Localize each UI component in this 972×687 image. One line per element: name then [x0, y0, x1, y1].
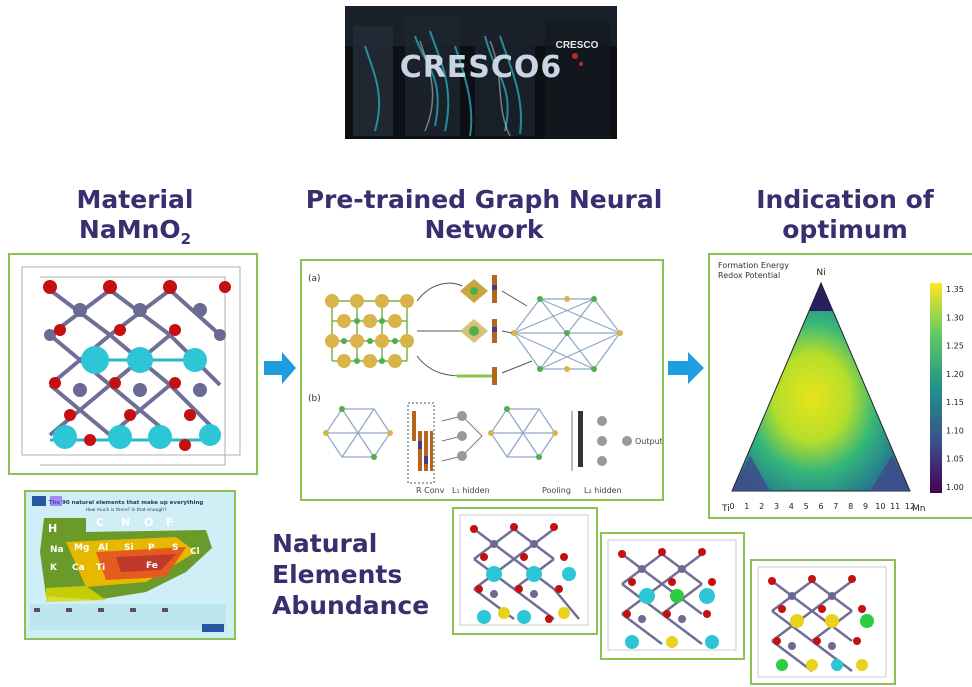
banner-title: CRESCO6: [399, 50, 563, 85]
crystal-variant-3-panel: [750, 559, 896, 685]
namno2-crystal-structure: [21, 266, 241, 466]
panel-label-b: (b): [308, 394, 321, 404]
crystal-variant-1: [459, 514, 589, 626]
ternary-bottom-tick: 7: [833, 502, 838, 511]
poster-element-symbol: H: [48, 522, 57, 535]
material-crystal-panel: [8, 253, 258, 475]
poster-element-symbol: P: [148, 543, 155, 553]
poster-element-symbol: Fe: [146, 561, 158, 571]
colorbar: [930, 283, 942, 493]
l2-hidden-label: L₂ hidden: [584, 486, 622, 495]
abundance-line1: Natural: [272, 529, 378, 558]
ternary-plot: Formation Energy Redox Potential Ni Ti M…: [718, 261, 964, 514]
output-label: Output: [635, 437, 662, 446]
poster-element-symbol: Mg: [74, 543, 89, 553]
panel-label-a: (a): [308, 274, 321, 284]
poster-element-symbol: N: [121, 516, 130, 529]
poster-element-symbol: Ca: [72, 563, 85, 573]
colorbar-tick-label: 1.15: [946, 398, 964, 407]
ternary-bottom-tick: 1: [744, 502, 749, 511]
gnn-heading-line2: Network: [424, 215, 544, 244]
crystal-variant-2-panel: [600, 532, 745, 660]
poster-element-symbol: O: [144, 516, 153, 529]
colorbar-ticks: 1.35 1.30 1.25 1.20 1.15 1.10 1.05 1.00: [946, 285, 964, 492]
natural-elements-abundance-label: Natural Elements Abundance: [272, 528, 429, 621]
ternary-bottom-tick: 6: [818, 502, 823, 511]
formula-subscript: 2: [180, 230, 192, 248]
crystal-variant-1-panel: [452, 507, 598, 635]
optimum-heading-line2: optimum: [782, 215, 908, 244]
gnn-diagram-panel: (a) (b): [300, 259, 664, 501]
gnn-heading-line1: Pre-trained Graph Neural: [305, 185, 663, 214]
poster-element-symbol: Al: [98, 543, 108, 553]
ternary-bottom-tick: 8: [848, 502, 853, 511]
formula-base: NaMnO: [78, 215, 181, 244]
cresco-logo-text: CRESCO: [556, 40, 599, 51]
gnn-heading: Pre-trained Graph Neural Network: [296, 185, 672, 245]
colorbar-tick-label: 1.00: [946, 483, 964, 492]
rconv-label: R Conv: [416, 486, 445, 495]
abundance-line3: Abundance: [272, 591, 430, 620]
material-heading-line1: Material: [76, 185, 194, 214]
poster-element-symbol: Ti: [96, 563, 105, 573]
vertex-ni: Ni: [816, 268, 825, 278]
crystal-variant-3: [757, 566, 887, 678]
optimum-heading-line1: Indication of: [756, 185, 934, 214]
ternary-bottom-tick: 12: [905, 502, 915, 511]
arrow-right-icon: [264, 352, 296, 384]
ternary-bottom-tick: 9: [863, 502, 868, 511]
poster-element-symbol: F: [166, 516, 174, 529]
ternary-bottom-tick: 0: [729, 502, 734, 511]
poster-element-symbol: C: [96, 516, 104, 529]
poster-element-symbol: Na: [50, 545, 64, 555]
natural-elements-poster: The 90 natural elements that make up eve…: [26, 492, 234, 638]
material-heading: Material NaMnO2: [40, 185, 230, 254]
poster-element-symbol: Si: [124, 543, 134, 553]
colorbar-tick-label: 1.05: [946, 455, 964, 464]
material-formula: NaMnO2: [40, 215, 230, 254]
ternary-bottom-tick: 2: [759, 502, 764, 511]
l1-hidden-label: L₁ hidden: [452, 486, 490, 495]
arrow-right-icon: [668, 352, 704, 384]
ternary-bottom-tick: 4: [789, 502, 794, 511]
ternary-bottom-tick: 10: [875, 502, 885, 511]
pooling-label: Pooling: [542, 486, 571, 495]
poster-element-symbols: H C N O F Na Mg Al Si P S Cl K Ca Ti Fe: [48, 516, 200, 573]
ternary-bottom-tick: 11: [890, 502, 900, 511]
vertex-ti: Ti: [721, 504, 730, 514]
legend-formation-energy: Formation Energy: [718, 261, 789, 270]
bottom-axis-ticks: 0 1 2 3 4 5 6 7 8 9 10 11 12: [729, 502, 915, 511]
ternary-bottom-tick: 3: [774, 502, 779, 511]
abundance-line2: Elements: [272, 560, 403, 589]
poster-element-symbol: Cl: [190, 547, 200, 557]
colorbar-tick-label: 1.20: [946, 370, 964, 379]
poster-subtitle: How much is there? Is that enough?: [86, 507, 168, 513]
vertex-mn: Mn: [912, 504, 925, 514]
poster-element-symbol: K: [50, 563, 58, 573]
colorbar-tick-label: 1.35: [946, 285, 964, 294]
colorbar-tick-label: 1.25: [946, 342, 964, 351]
colorbar-tick-label: 1.30: [946, 313, 964, 322]
ternary-triangle: [731, 281, 911, 492]
ternary-bottom-tick: 5: [804, 502, 809, 511]
gnn-architecture-diagram: (a) (b): [308, 274, 662, 495]
cresco6-banner-image: CRESCO CRESCO6: [345, 6, 617, 139]
server-rack-photo: CRESCO: [345, 6, 617, 139]
poster-title: The 90 natural elements that make up eve…: [49, 500, 204, 506]
ternary-plot-panel: Formation Energy Redox Potential Ni Ti M…: [708, 253, 972, 519]
optimum-heading: Indication of optimum: [730, 185, 960, 245]
periodic-table-poster-panel: The 90 natural elements that make up eve…: [24, 490, 236, 640]
crystal-variant-2: [607, 539, 737, 651]
legend-redox-potential: Redox Potential: [718, 271, 780, 280]
poster-element-symbol: S: [172, 543, 178, 553]
colorbar-tick-label: 1.10: [946, 426, 964, 435]
